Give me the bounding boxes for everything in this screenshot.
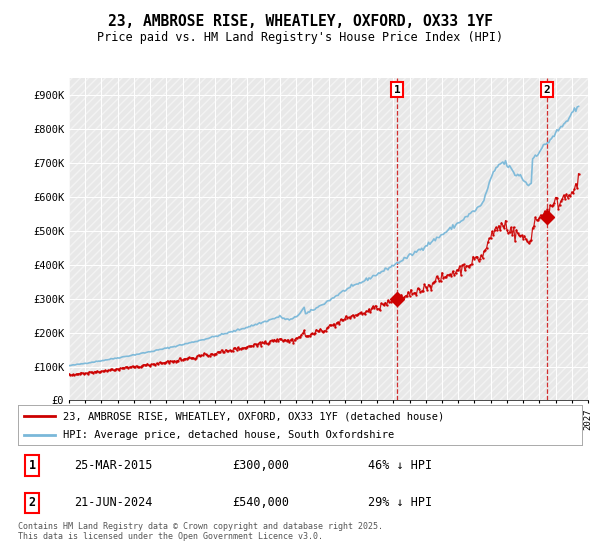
Text: 46% ↓ HPI: 46% ↓ HPI [368,459,432,472]
Text: 29% ↓ HPI: 29% ↓ HPI [368,496,432,509]
Text: 25-MAR-2015: 25-MAR-2015 [74,459,153,472]
Text: Price paid vs. HM Land Registry's House Price Index (HPI): Price paid vs. HM Land Registry's House … [97,31,503,44]
Text: 21-JUN-2024: 21-JUN-2024 [74,496,153,509]
Text: 1: 1 [394,85,400,95]
Text: 2: 2 [544,85,550,95]
Text: £540,000: £540,000 [232,496,289,509]
Text: 23, AMBROSE RISE, WHEATLEY, OXFORD, OX33 1YF (detached house): 23, AMBROSE RISE, WHEATLEY, OXFORD, OX33… [63,411,445,421]
Text: £300,000: £300,000 [232,459,289,472]
Text: 23, AMBROSE RISE, WHEATLEY, OXFORD, OX33 1YF: 23, AMBROSE RISE, WHEATLEY, OXFORD, OX33… [107,14,493,29]
Text: HPI: Average price, detached house, South Oxfordshire: HPI: Average price, detached house, Sout… [63,430,394,440]
Text: 2: 2 [29,496,35,509]
Text: Contains HM Land Registry data © Crown copyright and database right 2025.
This d: Contains HM Land Registry data © Crown c… [18,522,383,542]
Text: 1: 1 [29,459,35,472]
